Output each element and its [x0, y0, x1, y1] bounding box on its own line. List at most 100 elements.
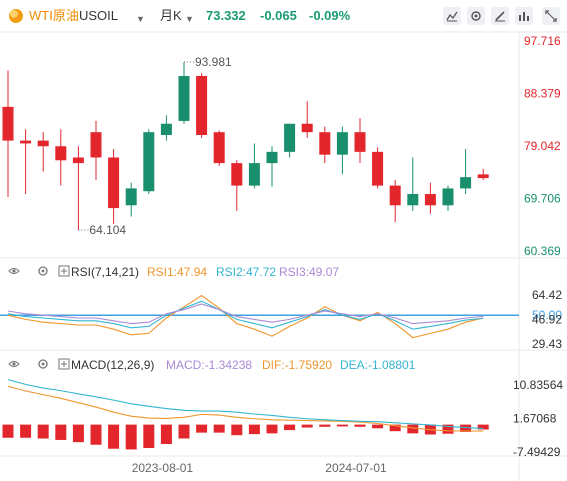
macd-line-dif	[7, 385, 484, 432]
candle	[460, 149, 472, 195]
rsi-series	[0, 294, 519, 339]
chart-header: WTI原油 USOIL ▼ 月K ▼ 73.332 -0.065 -0.09%	[0, 0, 567, 32]
annotation-label: 93.981	[195, 55, 232, 69]
eye-icon[interactable]	[8, 358, 20, 370]
settings-icon[interactable]	[37, 265, 49, 277]
candle	[55, 129, 67, 186]
rsi-title[interactable]: RSI(7,14,21)	[71, 265, 140, 279]
candlestick-series	[2, 62, 489, 231]
period-dropdown-icon[interactable]: ▼	[185, 14, 194, 24]
macd-legend: MACD:-1.34238	[166, 358, 253, 372]
candle	[90, 120, 102, 180]
symbol-code[interactable]: USOIL	[79, 8, 119, 23]
macd-bar	[477, 424, 489, 430]
macd-bar	[213, 424, 225, 433]
candle-body	[108, 157, 120, 209]
indicator-menu-icon[interactable]	[58, 265, 70, 277]
candle	[301, 101, 313, 138]
macd-bar	[143, 424, 155, 449]
candle-body	[160, 123, 172, 135]
candle-body	[248, 163, 260, 186]
macd-bar	[2, 424, 14, 438]
candle	[336, 126, 348, 175]
symbol-name[interactable]: WTI原油	[29, 8, 79, 23]
rsi-tick-label: 50.00	[532, 308, 562, 322]
price-axis: 97.716 88.379 79.042 69.706 60.369	[524, 34, 561, 258]
candle	[354, 118, 366, 164]
macd-bar	[248, 424, 260, 435]
candle	[407, 157, 419, 211]
macd-bar	[442, 424, 454, 434]
macd-axis: 10.83564 1.67068 -7.49429	[513, 378, 563, 459]
draw-icon[interactable]	[491, 7, 509, 25]
macd-bar	[20, 424, 32, 438]
candle	[231, 160, 243, 211]
rsi-tick-label: 29.43	[532, 337, 562, 351]
macd-bar	[108, 424, 120, 449]
candle-body	[460, 177, 472, 189]
macd-tick-label: -7.49429	[513, 445, 561, 459]
rsi-tick-label: 64.42	[532, 288, 562, 302]
symbol-dropdown-icon[interactable]: ▼	[136, 14, 145, 24]
price-change-percent: -0.09%	[309, 8, 351, 23]
candle-body	[143, 132, 155, 192]
candle-body	[284, 123, 296, 152]
candle-body	[55, 146, 67, 161]
candle	[2, 70, 14, 197]
candle-body	[301, 123, 313, 133]
candle	[442, 185, 454, 211]
candle	[389, 179, 401, 223]
period-selector[interactable]: 月K	[160, 8, 182, 23]
rsi-line-rsi3	[7, 303, 484, 325]
macd-bar	[37, 424, 49, 439]
candle-body	[389, 185, 401, 206]
macd-bar	[460, 424, 472, 432]
line-chart-icon[interactable]	[443, 7, 461, 25]
candle-body	[196, 75, 208, 135]
candle	[248, 143, 260, 189]
candle	[424, 182, 436, 214]
candle	[72, 146, 84, 231]
candle	[125, 182, 137, 217]
candle	[108, 149, 120, 224]
macd-bar	[372, 424, 384, 429]
macd-bar	[90, 424, 102, 445]
candle	[266, 146, 278, 187]
price-tick-label: 97.716	[524, 34, 561, 48]
rsi3-legend: RSI3:49.07	[279, 265, 340, 279]
settings-icon[interactable]	[467, 7, 485, 25]
macd-bar	[196, 424, 208, 433]
macd-tick-label: 10.83564	[513, 378, 563, 392]
candle-body	[178, 75, 190, 121]
candle-body	[372, 151, 384, 186]
macd-title[interactable]: MACD(12,26,9)	[71, 358, 155, 372]
settings-icon[interactable]	[37, 358, 49, 370]
macd-bar	[178, 424, 190, 439]
indicator-menu-icon[interactable]	[58, 358, 70, 370]
candle-body	[2, 106, 14, 141]
candle	[160, 115, 172, 141]
dif-legend: DIF:-1.75920	[262, 358, 333, 372]
candle-body	[354, 132, 366, 152]
time-tick-label: 2023-08-01	[132, 461, 194, 475]
indicator-icon[interactable]	[515, 7, 533, 25]
macd-bar	[72, 424, 84, 443]
candle-body	[231, 163, 243, 186]
candle-body	[72, 157, 84, 164]
candle	[319, 126, 331, 164]
macd-bar	[160, 424, 172, 444]
dea-legend: DEA:-1.08801	[340, 358, 416, 372]
macd-bar	[336, 424, 348, 427]
fullscreen-icon[interactable]	[542, 7, 560, 25]
macd-tick-label: 1.67068	[513, 411, 557, 425]
candle-body	[442, 188, 454, 206]
eye-icon[interactable]	[8, 265, 20, 277]
time-axis: 2023-08-01 2024-07-01	[132, 461, 387, 475]
candle-body	[336, 132, 348, 155]
candle	[20, 129, 32, 195]
macd-bar	[354, 424, 366, 427]
candle	[37, 132, 49, 172]
time-tick-label: 2024-07-01	[325, 461, 387, 475]
candle	[143, 129, 155, 195]
